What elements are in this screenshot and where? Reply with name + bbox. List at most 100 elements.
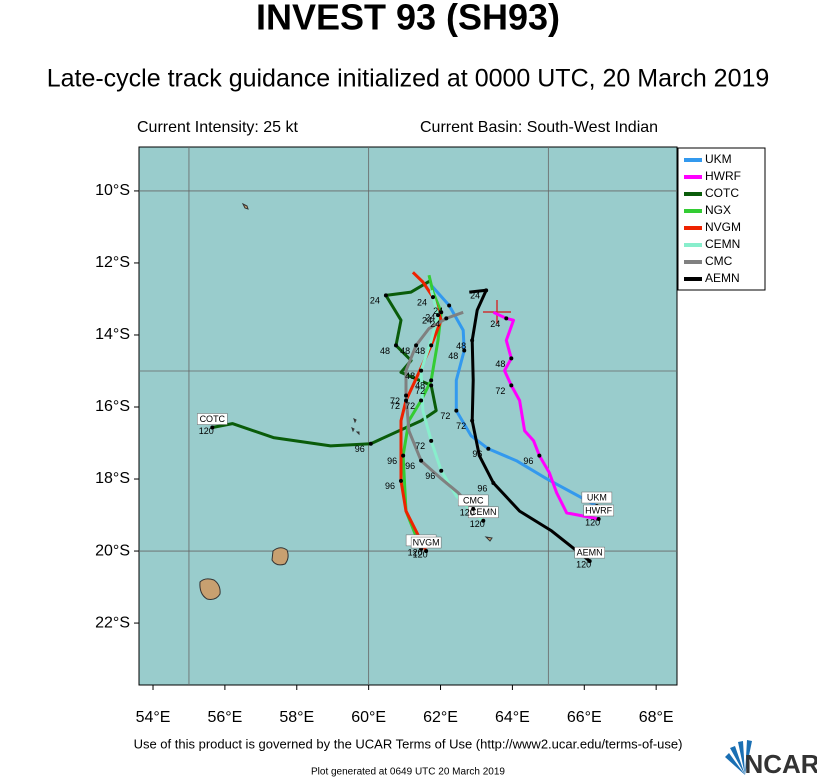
end-label: UKM [587, 492, 607, 502]
point-label: 24 [422, 316, 432, 326]
end-label-box [457, 494, 489, 507]
track-point [509, 383, 514, 388]
track-point [393, 343, 398, 348]
legend-label: CMC [705, 254, 733, 268]
track-point [429, 343, 434, 348]
point-label: 72 [415, 386, 425, 396]
legend-label: NGX [705, 203, 731, 217]
end-label-box [468, 506, 499, 519]
end-label-box [410, 536, 442, 549]
end-label: CEMN [470, 507, 497, 517]
point-label: 120 [576, 559, 591, 569]
island [199, 578, 221, 600]
track-point [430, 295, 435, 300]
point-label: 72 [415, 441, 425, 451]
point-label: 48 [380, 346, 390, 356]
end-label-box [583, 504, 614, 517]
island [484, 536, 493, 542]
end-label-box [574, 546, 605, 559]
track-point [444, 316, 449, 321]
track-point [481, 518, 486, 523]
end-label: COTC [200, 414, 226, 424]
point-label: 72 [456, 421, 466, 431]
point-label: 96 [355, 444, 365, 454]
track-point [462, 348, 467, 353]
track-point [429, 378, 434, 383]
track-point [419, 458, 424, 463]
point-label: 48 [415, 381, 425, 391]
generated: Plot generated at 0649 UTC 20 March 2019 [311, 767, 505, 778]
point-label: 120 [413, 549, 428, 559]
legend-label: COTC [705, 186, 739, 200]
end-label: AEMN [577, 547, 603, 557]
track-point [537, 453, 542, 458]
end-label-box [581, 491, 613, 504]
track-line [399, 271, 443, 552]
point-label: 48 [405, 371, 415, 381]
point-label: 24 [370, 296, 380, 306]
track-point [439, 310, 444, 315]
track-point [509, 356, 514, 361]
tracks: 24487296UKM12024487296HWRF12024487296COT… [197, 271, 614, 569]
track-point [436, 313, 441, 318]
logo-fan [725, 740, 752, 775]
point-label: 96 [472, 449, 482, 459]
legend-box [677, 147, 766, 291]
x-tick-label: 58°E [279, 709, 314, 726]
y-tick-label: 10°S [95, 182, 130, 199]
legend-label: UKM [705, 152, 732, 166]
x-tick-label: 64°E [495, 709, 530, 726]
point-label: 120 [460, 507, 475, 517]
y-tick-label: 22°S [95, 614, 130, 631]
track-point [484, 288, 489, 293]
point-label: 72 [405, 401, 415, 411]
track-line [492, 310, 599, 521]
y-tick-label: 12°S [95, 254, 130, 271]
chart-subtitle: Late-cycle track guidance initialized at… [47, 65, 770, 93]
legend-label: NVGM [705, 220, 741, 234]
end-label-box [197, 413, 228, 425]
track-line [401, 274, 443, 550]
point-label: 24 [417, 298, 427, 308]
end-label: HWRF [585, 505, 612, 515]
point-label: 72 [495, 386, 505, 396]
point-label: 24 [430, 319, 440, 329]
track-point [419, 398, 424, 403]
logo: NCAR [744, 749, 817, 779]
point-label: 72 [390, 396, 400, 406]
track-point [587, 559, 592, 564]
point-label: 120 [470, 519, 485, 529]
track-point [429, 383, 434, 388]
island [351, 418, 360, 436]
y-tick-label: 18°S [95, 470, 130, 487]
point-label: 24 [425, 313, 435, 323]
track-point [414, 343, 419, 348]
x-tick-label: 68°E [639, 709, 674, 726]
point-label: 48 [495, 359, 505, 369]
logo-mark [725, 740, 752, 775]
island [271, 547, 289, 566]
point-label: 48 [448, 351, 458, 361]
end-label: CMC [463, 495, 484, 505]
track-point [596, 516, 601, 521]
track-point [470, 418, 475, 423]
chart-title: INVEST 93 (SH93) [256, 0, 560, 38]
track-point [210, 425, 215, 430]
point-label: 24 [470, 291, 480, 301]
track-point [470, 338, 475, 343]
x-tick-label: 54°E [136, 709, 171, 726]
y-tick-label: 20°S [95, 542, 130, 559]
track-point [439, 468, 444, 473]
point-label: 96 [425, 471, 435, 481]
track-point [454, 408, 459, 413]
track-point [383, 293, 388, 298]
point-label: 48 [400, 346, 410, 356]
track-point [368, 441, 373, 446]
point-label: 48 [456, 341, 466, 351]
track-point [398, 478, 403, 483]
islands [199, 202, 493, 600]
track-point [404, 398, 409, 403]
x-tick-label: 60°E [351, 709, 386, 726]
y-tick-label: 16°S [95, 398, 130, 415]
point-label: 48 [415, 346, 425, 356]
